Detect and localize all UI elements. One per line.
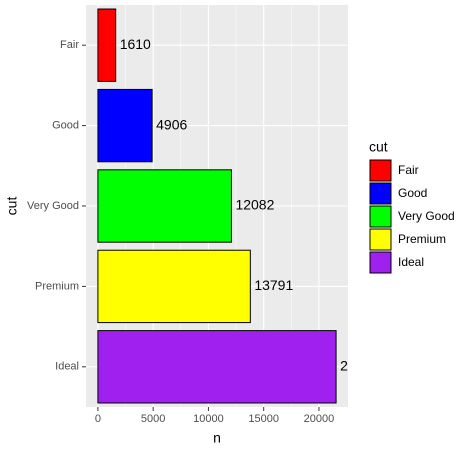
value-label: 4906 — [156, 116, 187, 132]
y-tick-label: Ideal — [55, 361, 79, 373]
x-tick-label: 5000 — [141, 413, 165, 425]
x-axis-title: n — [213, 430, 221, 446]
bar — [97, 330, 337, 404]
marks: 1610 4906 12082 13791 21551 — [97, 8, 379, 404]
legend-key — [369, 182, 392, 205]
value-label: 21551 — [340, 358, 379, 374]
y-axis-title: cut — [4, 197, 20, 216]
legend-label: Very Good — [398, 209, 455, 223]
legend-label: Fair — [398, 163, 419, 177]
value-label: 1610 — [120, 36, 151, 52]
legend-key — [369, 159, 392, 182]
y-tick-label: Good — [52, 120, 79, 132]
x-tick-label: 15000 — [248, 413, 279, 425]
y-tick-label: Very Good — [27, 200, 79, 212]
y-tick-label: Fair — [60, 39, 79, 51]
legend-title: cut — [369, 139, 388, 155]
value-label: 13791 — [254, 277, 293, 293]
x-tick-label: 20000 — [304, 413, 335, 425]
y-tick-label: Premium — [35, 280, 79, 292]
value-label: 12082 — [235, 197, 274, 213]
x-tick-label: 0 — [95, 413, 101, 425]
bar — [97, 88, 153, 163]
legend-label: Premium — [398, 232, 446, 246]
legend-label: Good — [398, 186, 427, 200]
x-tick-label: 10000 — [193, 413, 224, 425]
legend-key — [369, 251, 392, 274]
bar — [97, 8, 117, 82]
legend-label: Ideal — [398, 255, 424, 269]
legend-key — [369, 205, 392, 228]
bar — [97, 169, 232, 243]
bar — [97, 249, 251, 324]
legend-key — [369, 228, 392, 251]
